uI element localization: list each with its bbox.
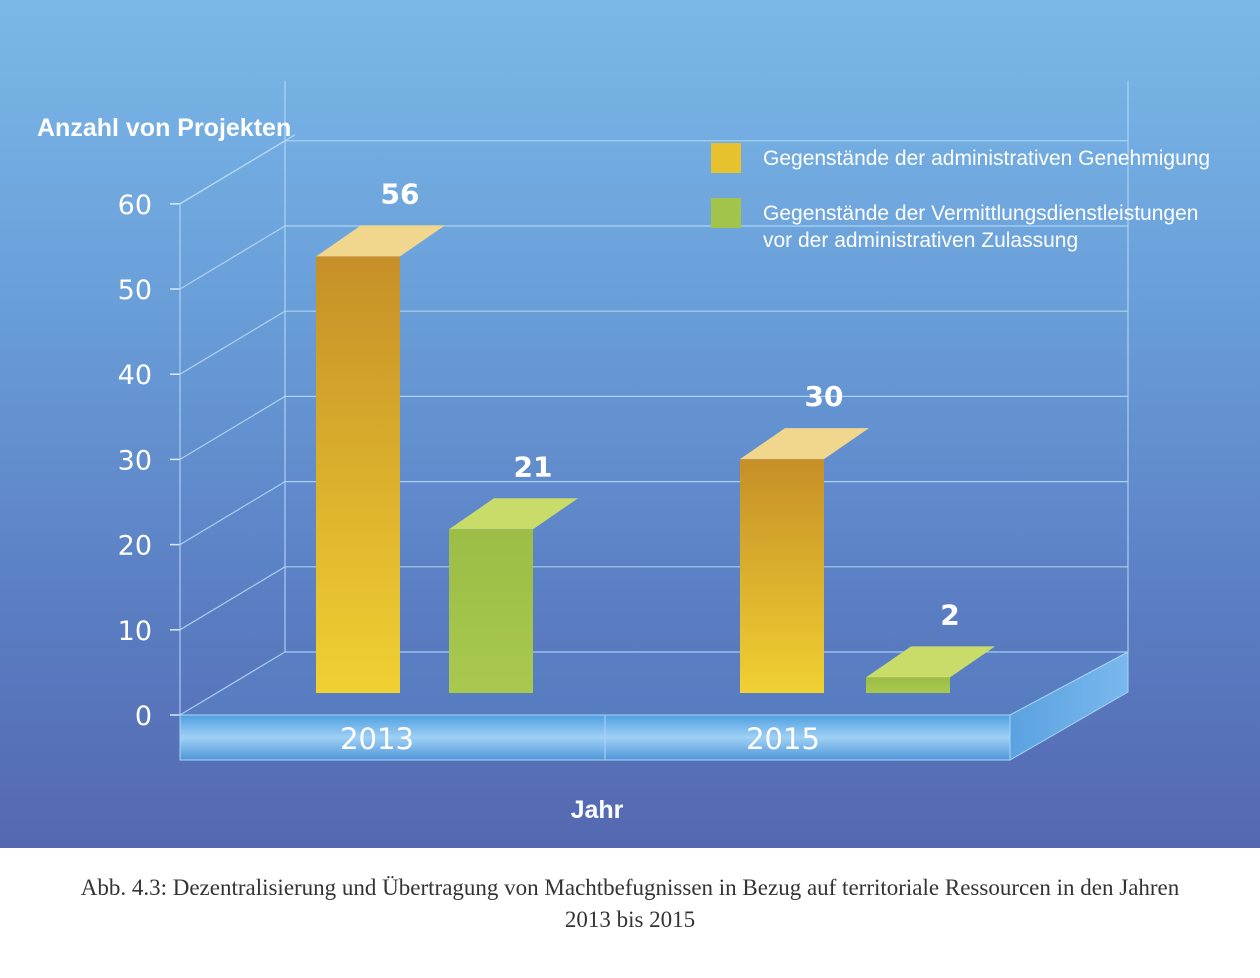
- bar-top: [449, 498, 578, 530]
- bar: [449, 529, 533, 693]
- y-tick-label: 20: [118, 531, 152, 562]
- gridline-diagonal: [179, 395, 286, 460]
- bar: [740, 459, 824, 693]
- data-label: 2: [940, 598, 959, 631]
- y-tick-label: 10: [118, 616, 152, 647]
- legend: Gegenstände der administrativen Genehmig…: [711, 143, 1210, 252]
- bars: [316, 225, 995, 693]
- x-tick-label: 2015: [746, 722, 820, 756]
- bar: [866, 677, 950, 693]
- bar-top: [316, 225, 445, 257]
- caption-line-2: 2013 bis 2015: [564, 907, 696, 932]
- bar-chart: 0 10 20 30 40 50 60 2013 2015 56 30 21 2 Anzahl von …: [37, 80, 1210, 824]
- bar-top: [740, 428, 869, 460]
- y-tick-label: 0: [135, 701, 152, 732]
- x-tick-label: 2013: [340, 722, 414, 756]
- x-axis-title: Jahr: [571, 796, 624, 824]
- gridline-diagonal: [179, 481, 286, 546]
- legend-swatch: [711, 198, 741, 228]
- data-label: 21: [514, 450, 553, 483]
- gridline-diagonal: [179, 310, 286, 375]
- labels: 2013 2015 56 30 21 2 Anzahl von Projekten Jahr: [37, 114, 960, 824]
- caption-line-1: Abb. 4.3: Dezentralisierung und Übertrag…: [80, 875, 1180, 900]
- bar-top: [866, 646, 995, 678]
- y-tick-label: 30: [118, 445, 152, 476]
- gridline-diagonal: [179, 225, 286, 290]
- legend-label: vor der administrativen Zulassung: [763, 229, 1078, 252]
- y-tick-label: 40: [118, 360, 152, 391]
- chart-panel: 0 10 20 30 40 50 60 2013 2015 56 30 21 2 Anzahl von …: [0, 0, 1260, 848]
- legend-label: Gegenstände der administrativen Genehmig…: [763, 147, 1210, 170]
- y-axis-title: Anzahl von Projekten: [37, 114, 291, 142]
- figure-caption: Abb. 4.3: Dezentralisierung und Übertrag…: [0, 872, 1260, 936]
- y-tick-label: 60: [118, 190, 152, 221]
- legend-label: Gegenstände der Vermittlungsdienstleistu…: [763, 202, 1198, 225]
- category-band: [179, 714, 1011, 761]
- axes: 0 10 20 30 40 50 60: [118, 80, 1129, 732]
- floor-side: [1009, 651, 1129, 761]
- data-label: 30: [805, 380, 844, 413]
- gridline-diagonal: [179, 566, 286, 631]
- y-tick-label: 50: [118, 275, 152, 306]
- data-label: 56: [381, 177, 420, 210]
- gridline-diagonal: [179, 651, 286, 716]
- bar: [316, 256, 400, 693]
- legend-swatch: [711, 143, 741, 173]
- top-diagonal: [179, 134, 296, 205]
